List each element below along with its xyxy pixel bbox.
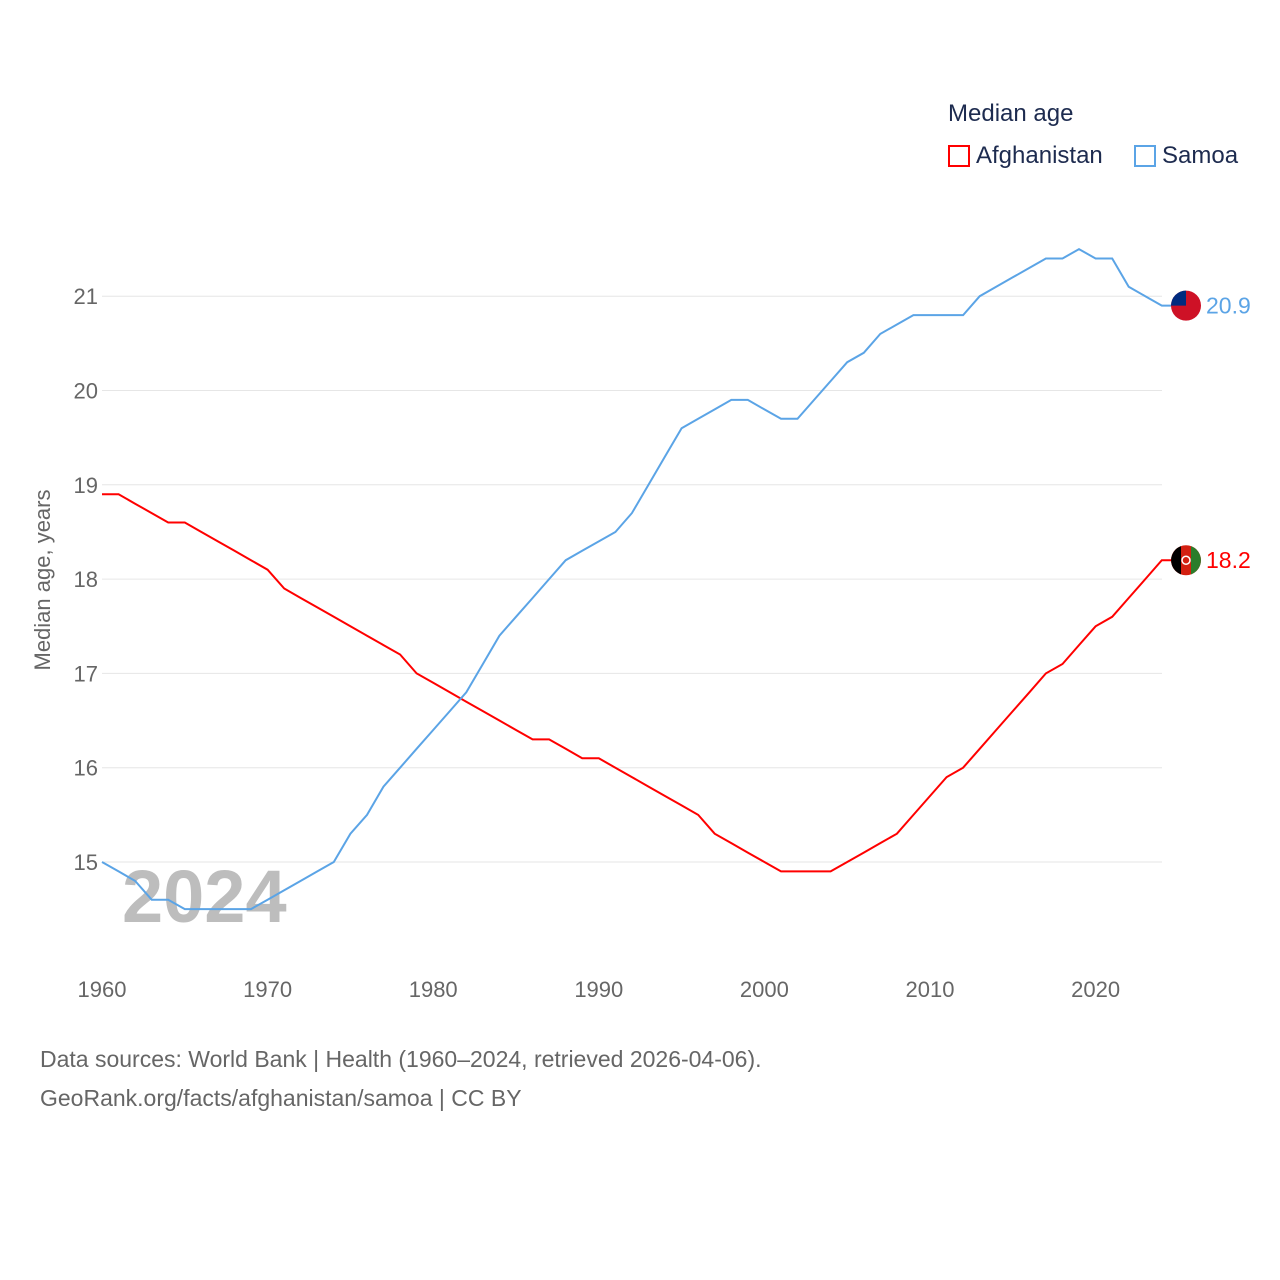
x-tick-label: 1960 [78,977,127,1002]
x-tick-label: 1970 [243,977,292,1002]
samoa-flag-canton [1171,290,1186,306]
flag-stripe-black [1171,546,1181,575]
series-line-afghanistan [102,493,1172,873]
legend-label: Samoa [1162,142,1239,169]
legend-item-afghanistan[interactable]: Afghanistan [948,142,1103,170]
series-line-samoa [101,247,1172,911]
flag-stripe-green [1191,546,1201,575]
y-tick-label: 20 [74,379,98,404]
source-note: Data sources: World Bank | Health (1960–… [40,1046,762,1072]
y-axis-label: Median age, years [30,490,55,671]
x-tick-label: 1980 [409,977,458,1002]
y-tick-label: 17 [74,661,98,686]
source-link[interactable]: GeoRank.org/facts/afghanistan/samoa | CC… [40,1085,522,1111]
legend-title: Median age [948,100,1074,127]
year-overlay: 2024 [122,855,287,938]
legend-swatch [948,145,970,167]
y-tick-label: 18 [74,567,98,592]
y-tick-label: 19 [74,473,98,498]
y-tick-label: 15 [74,850,98,875]
end-value-label: 20.9 [1206,293,1251,319]
end-value-label: 18.2 [1206,547,1251,573]
legend-item-samoa[interactable]: Samoa [1134,142,1238,170]
x-tick-label: 1990 [574,977,623,1002]
x-tick-label: 2000 [740,977,789,1002]
legend-label: Afghanistan [976,142,1103,169]
y-tick-label: 16 [74,756,98,781]
x-tick-label: 2010 [906,977,955,1002]
legend-swatch [1134,145,1156,167]
y-tick-label: 21 [74,284,98,309]
x-tick-label: 2020 [1071,977,1120,1002]
flag-emblem [1181,555,1191,565]
